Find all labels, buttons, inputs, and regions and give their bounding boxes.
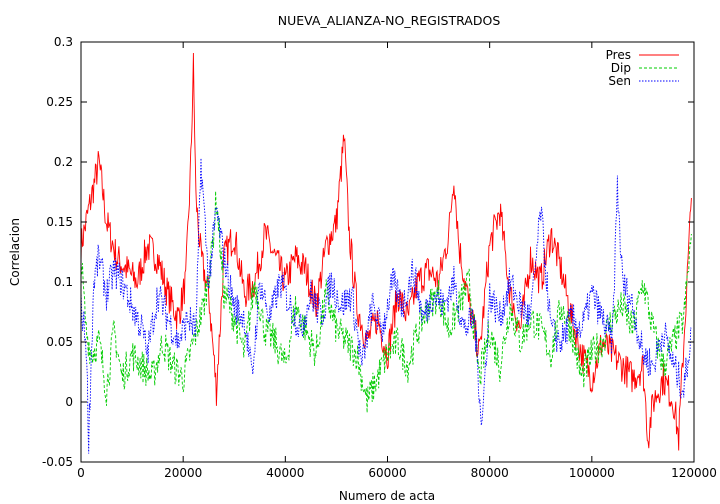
x-tick-label: 120000 bbox=[671, 466, 717, 480]
x-tick-label: 60000 bbox=[368, 466, 406, 480]
series-layer bbox=[80, 52, 692, 454]
x-tick-label: 20000 bbox=[164, 466, 202, 480]
x-tick-label: 40000 bbox=[266, 466, 304, 480]
x-tick-label: 100000 bbox=[569, 466, 615, 480]
series-line-sen bbox=[80, 158, 692, 454]
y-tick-label: 0 bbox=[65, 395, 73, 409]
y-tick-label: 0.1 bbox=[54, 275, 73, 289]
ticks-layer: 0 20000 40000 60000 80000 100000 120000 -0.05 0 0… bbox=[42, 35, 717, 480]
y-axis-label: Correlacion bbox=[8, 218, 22, 286]
y-tick-label: -0.05 bbox=[42, 455, 73, 469]
y-tick-label: 0.2 bbox=[54, 155, 73, 169]
y-tick-label: 0.3 bbox=[54, 35, 73, 49]
y-tick-label: 0.05 bbox=[46, 335, 73, 349]
x-tick-label: 80000 bbox=[471, 466, 509, 480]
y-tick-label: 0.15 bbox=[46, 215, 73, 229]
x-axis-label: Numero de acta bbox=[339, 489, 435, 503]
legend-label-sen: Sen bbox=[608, 74, 631, 88]
y-tick-label: 0.25 bbox=[46, 95, 73, 109]
x-tick-label: 0 bbox=[77, 466, 85, 480]
legend-label-pres: Pres bbox=[606, 48, 631, 62]
plot-frame bbox=[80, 41, 695, 463]
series-line-pres bbox=[80, 52, 692, 451]
legend-label-dip: Dip bbox=[611, 61, 631, 75]
chart-title: NUEVA_ALIANZA-NO_REGISTRADOS bbox=[278, 13, 501, 28]
